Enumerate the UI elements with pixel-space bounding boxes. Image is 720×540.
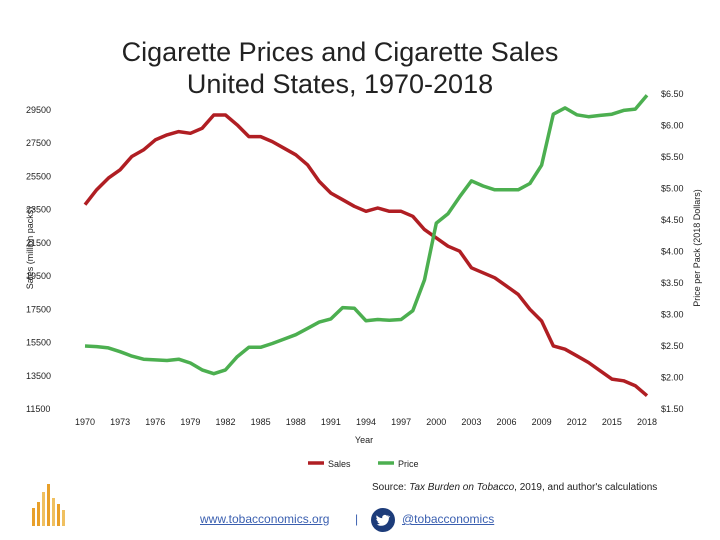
x-tick-label: 1991 — [321, 417, 341, 427]
twitter-icon[interactable] — [371, 508, 395, 532]
x-tick-label: 2003 — [461, 417, 481, 427]
tobacconomics-logo — [32, 484, 65, 526]
page-title: Cigarette Prices and Cigarette Sales Uni… — [60, 36, 620, 100]
x-tick-label: 2006 — [496, 417, 516, 427]
left-tick-label: 23500 — [26, 205, 51, 215]
source-prefix: Source: — [372, 482, 410, 493]
top-bar — [0, 0, 720, 6]
right-tick-label: $6.50 — [661, 89, 684, 99]
x-tick-label: 1985 — [251, 417, 271, 427]
x-tick-label: 2015 — [602, 417, 622, 427]
title-line-2: United States, 1970-2018 — [186, 69, 494, 99]
right-tick-label: $3.00 — [661, 310, 684, 320]
left-tick-label: 13500 — [26, 371, 51, 381]
right-tick-label: $4.00 — [661, 247, 684, 257]
right-tick-label: $5.50 — [661, 152, 684, 162]
x-tick-label: 1976 — [145, 417, 165, 427]
right-tick-label: $6.00 — [661, 121, 684, 131]
x-tick-label: 1988 — [286, 417, 306, 427]
x-tick-label: 2018 — [637, 417, 657, 427]
footer-separator: | — [355, 512, 359, 526]
sales-series-line — [83, 113, 649, 398]
source-note: Source: Tax Burden on Tobacco, 2019, and… — [372, 482, 657, 493]
price-series-line — [84, 94, 649, 376]
x-tick-label: 2000 — [426, 417, 446, 427]
x-tick-label: 1970 — [75, 417, 95, 427]
x-tick-label: 1973 — [110, 417, 130, 427]
right-tick-label: $1.50 — [661, 404, 684, 414]
x-tick-label: 2012 — [567, 417, 587, 427]
source-suffix: , 2019, and author's calculations — [514, 482, 658, 493]
left-axis-title: Sales (million packs) — [25, 207, 35, 290]
x-axis-title: Year — [355, 435, 373, 445]
x-tick-label: 2009 — [532, 417, 552, 427]
x-tick-label: 1994 — [356, 417, 376, 427]
x-tick-label: 1979 — [180, 417, 200, 427]
plot-area: 29500 27500 25500 23500 21500 19500 17500 15500… — [25, 89, 702, 469]
right-tick-label: $5.00 — [661, 184, 684, 194]
left-tick-label: 17500 — [26, 304, 51, 314]
right-axis-title: Price per Pack (2018 Dollars) — [692, 189, 702, 307]
right-tick-label: $2.50 — [661, 341, 684, 351]
twitter-handle-link[interactable]: @tobacconomics — [402, 512, 495, 526]
right-tick-label: $4.50 — [661, 215, 684, 225]
left-tick-label: 11500 — [26, 404, 50, 414]
left-tick-label: 15500 — [26, 338, 51, 348]
x-tick-label: 1997 — [391, 417, 411, 427]
right-tick-label: $2.00 — [661, 373, 684, 383]
source-italic: Tax Burden on Tobacco — [409, 482, 515, 493]
left-tick-label: 19500 — [26, 271, 51, 281]
left-tick-label: 27500 — [26, 138, 51, 148]
left-tick-label: 21500 — [26, 238, 51, 248]
left-tick-label: 25500 — [26, 171, 51, 181]
legend-label: Sales — [328, 459, 351, 469]
website-link[interactable]: www.tobacconomics.org — [200, 512, 330, 526]
right-tick-label: $3.50 — [661, 278, 684, 288]
legend-label: Price — [398, 459, 419, 469]
x-tick-label: 1982 — [215, 417, 235, 427]
left-tick-label: 29500 — [26, 105, 51, 115]
title-line-1: Cigarette Prices and Cigarette Sales — [121, 37, 559, 67]
